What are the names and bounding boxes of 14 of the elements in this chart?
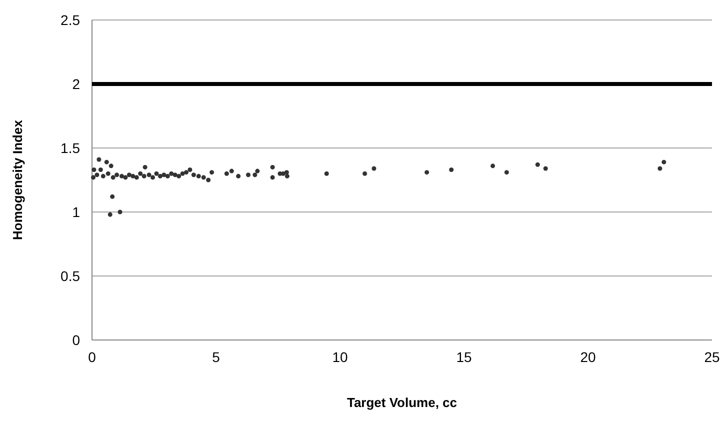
y-tick-label: 1 <box>72 204 80 220</box>
y-tick-label: 2.5 <box>60 12 80 28</box>
x-tick-label: 25 <box>704 349 720 365</box>
x-tick-label: 20 <box>580 349 596 365</box>
x-tick-label: 10 <box>332 349 348 365</box>
y-tick-label: 1.5 <box>60 140 80 156</box>
x-tick-label: 0 <box>88 349 96 365</box>
y-tick-label: 0.5 <box>60 268 80 284</box>
x-tick-label: 5 <box>212 349 220 365</box>
x-tick-label: 15 <box>456 349 472 365</box>
x-axis-title: Target Volume, cc <box>346 395 458 410</box>
y-axis-title: Homogeneity Index <box>10 119 25 240</box>
y-tick-label: 2 <box>72 76 80 92</box>
y-tick-label: 0 <box>72 332 80 348</box>
